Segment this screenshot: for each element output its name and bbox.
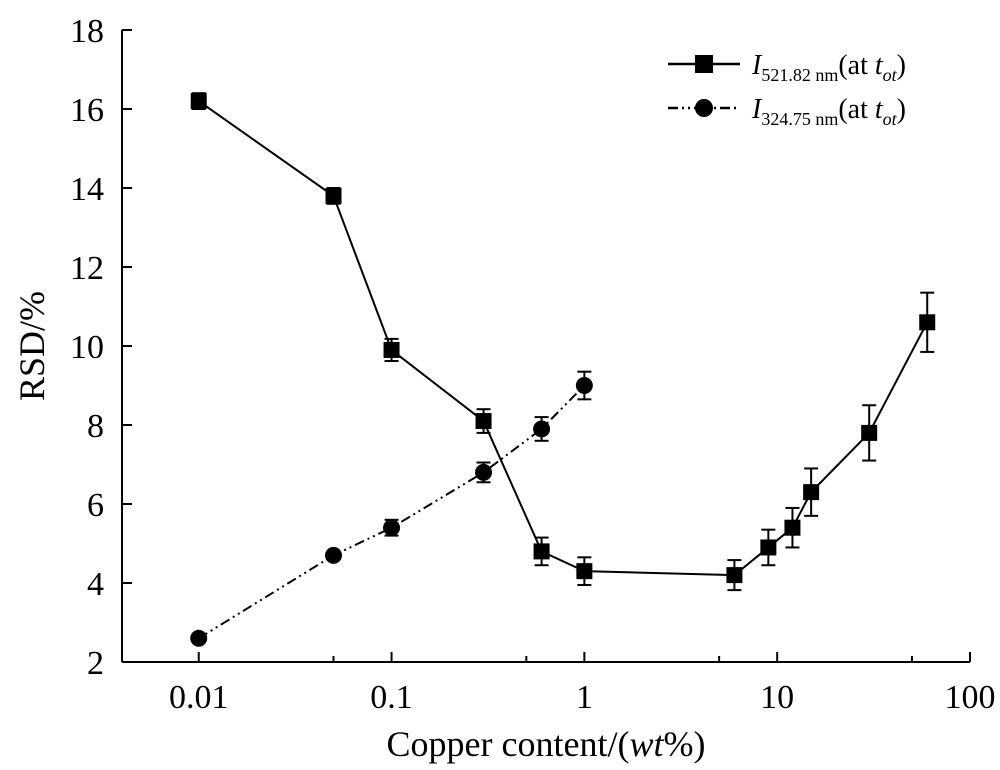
y-tick-label: 18 [70, 13, 104, 50]
data-point-square [576, 563, 593, 580]
series-layer [190, 92, 936, 647]
y-ticks: 2 4 6 8 10 12 14 16 18 [70, 13, 132, 682]
data-point-square [190, 93, 207, 110]
y-tick-label: 14 [70, 171, 104, 208]
data-point-circle [475, 463, 493, 481]
series-1 [190, 92, 936, 592]
data-point-square [475, 413, 492, 430]
x-tick-label: 0.1 [370, 679, 413, 716]
series-line [198, 384, 586, 640]
y-tick-label: 2 [87, 645, 104, 682]
y-tick-label: 4 [87, 566, 104, 603]
data-point-circle [325, 546, 343, 564]
data-point-circle [575, 377, 593, 394]
x-tick-label: 10 [760, 679, 794, 716]
y-tick-label: 8 [87, 408, 104, 445]
data-point-square [760, 539, 777, 556]
legend: I521.82 nm(at tot) I324.75 nm(at tot) [668, 50, 906, 129]
data-point-circle [533, 420, 551, 438]
data-point-square [383, 341, 400, 358]
x-ticks: 0.01 0.1 1 10 100 [169, 652, 996, 716]
legend-label-1: I521.82 nm(at tot) [751, 50, 906, 85]
data-point-circle [190, 629, 208, 647]
data-point-square [919, 314, 936, 331]
x-tick-label: 1 [576, 679, 593, 716]
x-axis-label: Copper content/(wt%) [387, 724, 706, 764]
y-tick-label: 12 [70, 250, 104, 287]
x-tick-label: 0.01 [169, 679, 229, 716]
y-tick-label: 16 [70, 92, 104, 129]
data-point-square [533, 543, 550, 560]
y-axis-label: RSD/% [12, 291, 52, 401]
data-point-square [784, 519, 801, 536]
series-2 [190, 370, 593, 647]
y-tick-label: 10 [70, 329, 104, 366]
data-point-circle [383, 519, 401, 537]
data-point-square [803, 484, 820, 501]
legend-entry-1: I521.82 nm(at tot) [668, 50, 906, 85]
y-tick-label: 6 [87, 487, 104, 524]
data-point-square [325, 187, 342, 204]
x-tick-label: 100 [945, 679, 996, 716]
legend-marker-circle [695, 99, 713, 117]
data-point-square [861, 424, 878, 441]
data-point-square [726, 567, 743, 584]
legend-marker-square [695, 55, 713, 73]
series-line [198, 100, 929, 577]
legend-label-2: I324.75 nm(at tot) [751, 94, 906, 129]
legend-entry-2: I324.75 nm(at tot) [668, 94, 906, 129]
